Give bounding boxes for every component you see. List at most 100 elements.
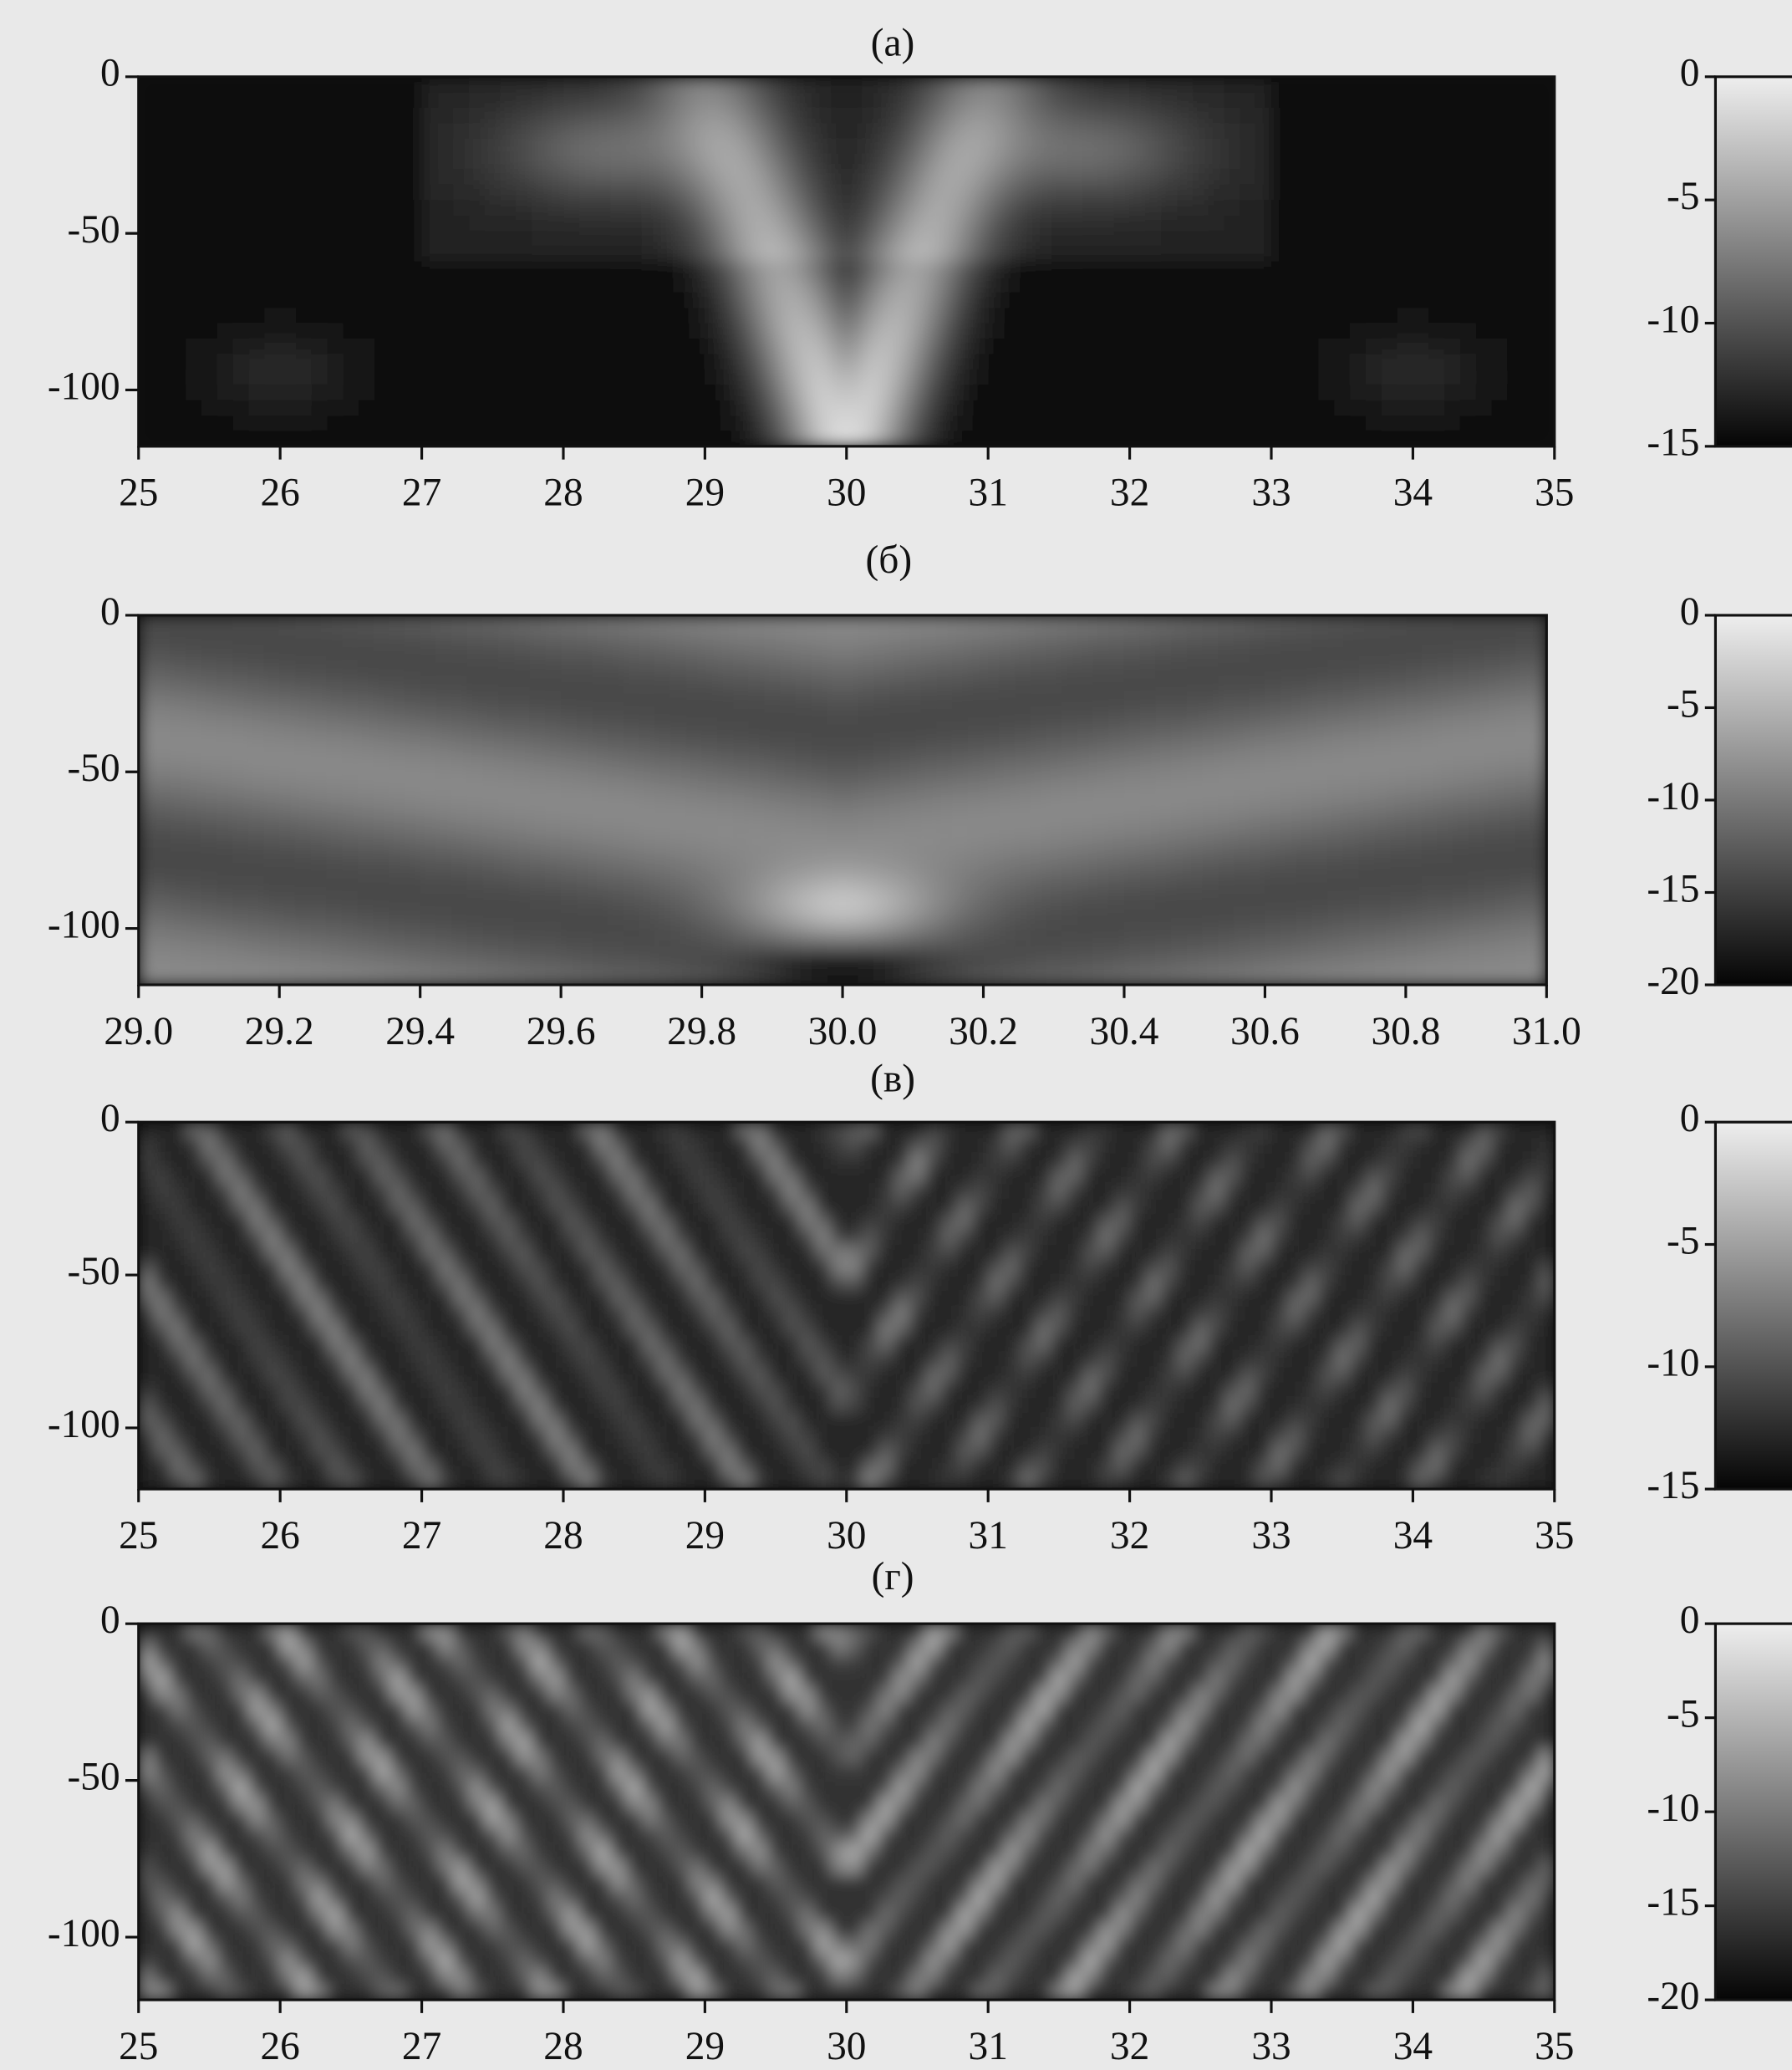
heatmap-cell (312, 1397, 328, 1413)
heatmap-cell (467, 892, 484, 908)
heatmap-cell (155, 1214, 171, 1230)
heatmap-cell (328, 1122, 344, 1138)
heatmap-cell (1114, 277, 1131, 293)
heatmap-cell (561, 908, 578, 924)
heatmap-cell (831, 431, 848, 446)
heatmap-cell (139, 615, 155, 631)
heatmap-cell (1397, 77, 1414, 93)
heatmap-cell (815, 138, 832, 154)
heatmap-cell (831, 308, 848, 324)
heatmap-cell (312, 1428, 328, 1444)
heatmap-cell (406, 1336, 423, 1352)
heatmap-cell (736, 308, 753, 324)
heatmap-cell (686, 908, 703, 924)
heatmap-cell (1051, 77, 1067, 93)
heatmap-cell (296, 400, 313, 416)
heatmap-cell (1234, 630, 1250, 646)
heatmap-cell (406, 308, 423, 324)
heatmap-cell (796, 630, 812, 646)
heatmap-cell (545, 815, 562, 831)
heatmap-cell (1250, 723, 1266, 739)
heatmap-cell (720, 154, 737, 170)
heatmap-cell (999, 692, 1016, 708)
heatmap-cell (1444, 416, 1461, 431)
heatmap-cell (1303, 354, 1320, 370)
heatmap-cell (485, 1290, 501, 1306)
heatmap-cell (342, 970, 359, 986)
heatmap-cell (893, 354, 910, 370)
heatmap-cell (1130, 431, 1147, 446)
heatmap-cell (717, 939, 734, 955)
heatmap-cell (485, 1122, 501, 1138)
heatmap-cell (941, 185, 958, 201)
heatmap-cell (1343, 892, 1360, 908)
heatmap-cell (642, 216, 659, 232)
heatmap-cell (249, 1367, 266, 1383)
heatmap-cell (1171, 939, 1188, 955)
heatmap-cell (390, 1183, 407, 1199)
heatmap-cell (1523, 416, 1540, 431)
heatmap-cell (232, 800, 249, 816)
heatmap-cell (498, 908, 515, 924)
heatmap-cell (233, 1443, 250, 1459)
heatmap-cell (469, 1183, 486, 1199)
heatmap-cell (1453, 661, 1469, 677)
heatmap-cell (1240, 385, 1256, 400)
heatmap-cell (1020, 216, 1036, 232)
heatmap-cell (784, 154, 801, 170)
heatmap-cell (1437, 954, 1453, 970)
heatmap-cell (768, 154, 785, 170)
heatmap-cell (498, 707, 515, 723)
heatmap-cell (483, 615, 500, 631)
heatmap-cell (1327, 877, 1344, 893)
heatmap-cell (1382, 339, 1398, 354)
heatmap-cell (422, 169, 439, 185)
heatmap-cell (831, 154, 848, 170)
heatmap-cell (780, 892, 797, 908)
heatmap-cell (1406, 815, 1423, 831)
heatmap-cell (988, 154, 1005, 170)
heatmap-cell (1004, 400, 1021, 416)
heatmap-cell (170, 1168, 186, 1184)
heatmap-cell (170, 923, 186, 939)
heatmap-cell (1093, 970, 1110, 986)
heatmap-cell (1193, 138, 1209, 154)
heatmap-cell (343, 1397, 359, 1413)
heatmap-cell (1350, 277, 1367, 293)
heatmap-cell (843, 815, 859, 831)
heatmap-cell (1350, 154, 1367, 170)
heatmap-cell (889, 769, 906, 785)
heatmap-cell (827, 892, 843, 908)
heatmap-cell (359, 200, 375, 216)
heatmap-cell (686, 646, 703, 662)
heatmap-cell (296, 77, 313, 93)
heatmap-cell (501, 1122, 517, 1138)
heatmap-cell (170, 646, 186, 662)
heatmap-cell (1374, 939, 1391, 955)
heatmap-cell (280, 277, 297, 293)
heatmap-cell (1539, 246, 1555, 262)
heatmap-cell (1224, 324, 1241, 339)
heatmap-cell (343, 354, 359, 370)
heatmap-cell (201, 892, 218, 908)
heatmap-cell (359, 1336, 375, 1352)
heatmap-cell (532, 138, 548, 154)
heatmap-cell (796, 769, 812, 785)
heatmap-cell (736, 385, 753, 400)
heatmap-cell (1271, 277, 1288, 293)
heatmap-cell (1397, 416, 1414, 431)
heatmap-cell (1499, 815, 1516, 831)
heatmap-cell (186, 324, 202, 339)
heatmap-cell (593, 908, 609, 924)
heatmap-cell (1004, 262, 1021, 278)
heatmap-cell (863, 92, 879, 108)
heatmap-cell (374, 370, 391, 385)
heatmap-cell (705, 169, 721, 185)
heatmap-cell (1187, 846, 1204, 862)
heatmap-cell (1218, 707, 1235, 723)
heatmap-cell (1250, 923, 1266, 939)
heatmap-cell (1531, 692, 1548, 708)
heatmap-cell (233, 1168, 250, 1184)
heatmap-cell (827, 630, 843, 646)
heatmap-cell (420, 939, 437, 955)
